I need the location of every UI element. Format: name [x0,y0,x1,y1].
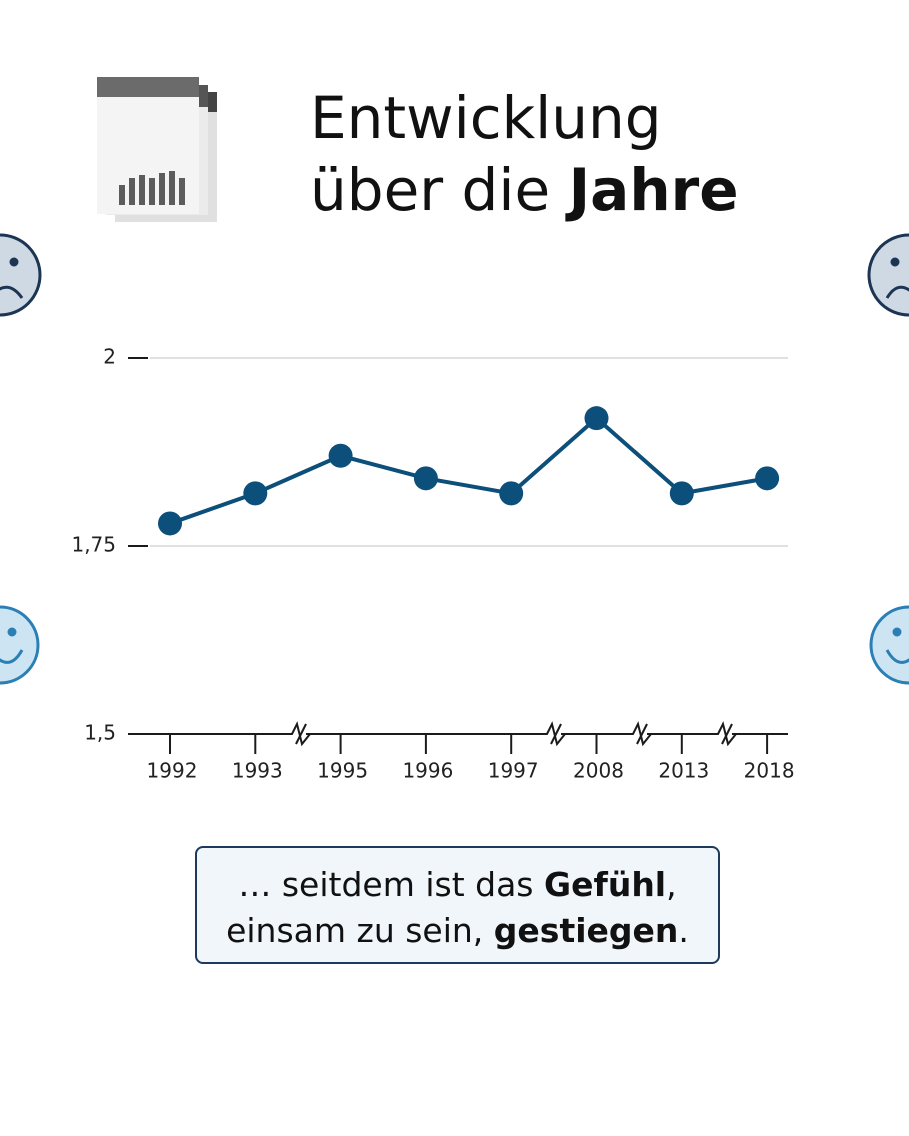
annotation-text: … seitdem ist das [238,865,534,904]
x-tick-label: 1995 [317,759,368,783]
y-tick-label: 1,75 [71,533,116,557]
axis-breaks [284,721,737,747]
point [755,466,780,491]
title-bold: Jahre [568,156,739,224]
point [328,443,353,468]
point [499,481,524,506]
happy-face [0,605,909,685]
chart-title: Entwicklung über die Jahre [310,82,739,226]
x-tick-label: 1996 [402,759,453,783]
sad-face [0,233,909,317]
y-tick-label: 1,5 [84,721,116,745]
x-tick-label: 2013 [658,759,709,783]
annotation-text: . [678,911,689,950]
point [584,406,609,431]
x-tick-label: 1993 [232,759,283,783]
plot: 1,5 1,75 2 1992 1993 1995 1996 1997 2008 2013 2018 [71,345,794,783]
annotation-box: … seitdem ist das Gefühl, einsam zu sein… [195,846,720,964]
point [158,511,182,536]
document-icon [97,77,217,222]
x-tick-label: 2018 [744,759,795,783]
x-tick-label: 1997 [488,759,539,783]
point [243,481,268,506]
annotation-bold: gestiegen [493,911,679,950]
annotation-bold: Gefühl [544,865,667,904]
point [413,466,438,491]
line [169,415,768,526]
x-tick-label: 1992 [147,759,198,783]
annotation-text: einsam zu sein, [226,911,484,950]
point [669,481,694,506]
y-tick-label: 2 [103,345,116,369]
annotation-text: , [666,865,677,904]
x-tick-label: 2008 [573,759,624,783]
title-line: über die [310,156,551,224]
title-line: Entwicklung [310,84,662,152]
